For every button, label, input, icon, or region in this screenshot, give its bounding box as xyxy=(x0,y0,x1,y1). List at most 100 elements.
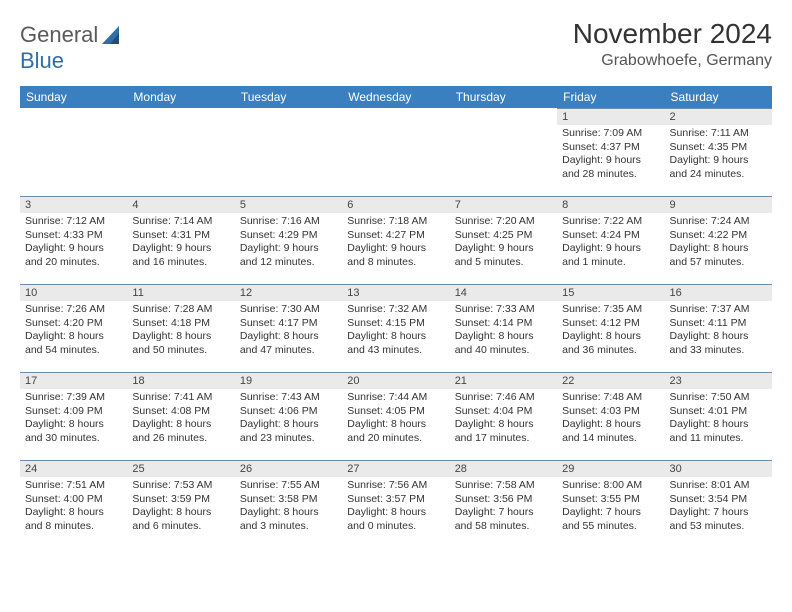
day-number: 13 xyxy=(342,284,449,301)
weekday-header: Wednesday xyxy=(342,86,449,108)
page-title: November 2024 xyxy=(573,18,772,50)
day-number: 18 xyxy=(127,372,234,389)
day-cell: 2Sunrise: 7:11 AMSunset: 4:35 PMDaylight… xyxy=(665,108,772,196)
day-number: 21 xyxy=(450,372,557,389)
day-body: Sunrise: 7:51 AMSunset: 4:00 PMDaylight:… xyxy=(20,477,127,538)
day-body: Sunrise: 7:09 AMSunset: 4:37 PMDaylight:… xyxy=(557,125,664,186)
day-body: Sunrise: 7:22 AMSunset: 4:24 PMDaylight:… xyxy=(557,213,664,274)
day-cell: 28Sunrise: 7:58 AMSunset: 3:56 PMDayligh… xyxy=(450,460,557,548)
day-number: 16 xyxy=(665,284,772,301)
calendar-row: 10Sunrise: 7:26 AMSunset: 4:20 PMDayligh… xyxy=(20,284,772,372)
day-cell: 18Sunrise: 7:41 AMSunset: 4:08 PMDayligh… xyxy=(127,372,234,460)
day-number: 15 xyxy=(557,284,664,301)
day-cell: 19Sunrise: 7:43 AMSunset: 4:06 PMDayligh… xyxy=(235,372,342,460)
empty-cell xyxy=(127,108,234,196)
day-body: Sunrise: 8:00 AMSunset: 3:55 PMDaylight:… xyxy=(557,477,664,538)
day-number: 1 xyxy=(557,108,664,125)
day-number: 12 xyxy=(235,284,342,301)
day-cell: 14Sunrise: 7:33 AMSunset: 4:14 PMDayligh… xyxy=(450,284,557,372)
day-cell: 16Sunrise: 7:37 AMSunset: 4:11 PMDayligh… xyxy=(665,284,772,372)
day-body: Sunrise: 7:46 AMSunset: 4:04 PMDaylight:… xyxy=(450,389,557,450)
day-cell: 26Sunrise: 7:55 AMSunset: 3:58 PMDayligh… xyxy=(235,460,342,548)
day-number: 2 xyxy=(665,108,772,125)
day-number: 8 xyxy=(557,196,664,213)
day-number: 27 xyxy=(342,460,449,477)
weekday-header: Friday xyxy=(557,86,664,108)
day-body: Sunrise: 7:32 AMSunset: 4:15 PMDaylight:… xyxy=(342,301,449,362)
logo-text-1: General xyxy=(20,22,98,47)
day-body: Sunrise: 7:53 AMSunset: 3:59 PMDaylight:… xyxy=(127,477,234,538)
day-cell: 29Sunrise: 8:00 AMSunset: 3:55 PMDayligh… xyxy=(557,460,664,548)
day-cell: 10Sunrise: 7:26 AMSunset: 4:20 PMDayligh… xyxy=(20,284,127,372)
day-cell: 9Sunrise: 7:24 AMSunset: 4:22 PMDaylight… xyxy=(665,196,772,284)
day-number: 30 xyxy=(665,460,772,477)
day-cell: 22Sunrise: 7:48 AMSunset: 4:03 PMDayligh… xyxy=(557,372,664,460)
day-body: Sunrise: 7:56 AMSunset: 3:57 PMDaylight:… xyxy=(342,477,449,538)
day-cell: 30Sunrise: 8:01 AMSunset: 3:54 PMDayligh… xyxy=(665,460,772,548)
day-body: Sunrise: 7:55 AMSunset: 3:58 PMDaylight:… xyxy=(235,477,342,538)
day-cell: 7Sunrise: 7:20 AMSunset: 4:25 PMDaylight… xyxy=(450,196,557,284)
day-number: 4 xyxy=(127,196,234,213)
day-cell: 11Sunrise: 7:28 AMSunset: 4:18 PMDayligh… xyxy=(127,284,234,372)
day-cell: 17Sunrise: 7:39 AMSunset: 4:09 PMDayligh… xyxy=(20,372,127,460)
day-number: 28 xyxy=(450,460,557,477)
weekday-header: Sunday xyxy=(20,86,127,108)
day-body: Sunrise: 7:20 AMSunset: 4:25 PMDaylight:… xyxy=(450,213,557,274)
day-number: 7 xyxy=(450,196,557,213)
day-number: 3 xyxy=(20,196,127,213)
day-number: 20 xyxy=(342,372,449,389)
title-block: November 2024 Grabowhoefe, Germany xyxy=(573,18,772,70)
calendar-head: SundayMondayTuesdayWednesdayThursdayFrid… xyxy=(20,86,772,108)
day-number: 22 xyxy=(557,372,664,389)
day-body: Sunrise: 7:37 AMSunset: 4:11 PMDaylight:… xyxy=(665,301,772,362)
calendar-row: 1Sunrise: 7:09 AMSunset: 4:37 PMDaylight… xyxy=(20,108,772,196)
day-cell: 24Sunrise: 7:51 AMSunset: 4:00 PMDayligh… xyxy=(20,460,127,548)
calendar-row: 17Sunrise: 7:39 AMSunset: 4:09 PMDayligh… xyxy=(20,372,772,460)
day-cell: 8Sunrise: 7:22 AMSunset: 4:24 PMDaylight… xyxy=(557,196,664,284)
logo-text: General Blue xyxy=(20,22,98,74)
day-body: Sunrise: 7:28 AMSunset: 4:18 PMDaylight:… xyxy=(127,301,234,362)
weekday-header: Thursday xyxy=(450,86,557,108)
day-number: 11 xyxy=(127,284,234,301)
day-body: Sunrise: 7:58 AMSunset: 3:56 PMDaylight:… xyxy=(450,477,557,538)
day-cell: 15Sunrise: 7:35 AMSunset: 4:12 PMDayligh… xyxy=(557,284,664,372)
day-body: Sunrise: 7:33 AMSunset: 4:14 PMDaylight:… xyxy=(450,301,557,362)
empty-cell xyxy=(235,108,342,196)
day-number: 19 xyxy=(235,372,342,389)
day-cell: 27Sunrise: 7:56 AMSunset: 3:57 PMDayligh… xyxy=(342,460,449,548)
day-cell: 23Sunrise: 7:50 AMSunset: 4:01 PMDayligh… xyxy=(665,372,772,460)
header: General Blue November 2024 Grabowhoefe, … xyxy=(20,18,772,74)
empty-cell xyxy=(20,108,127,196)
day-cell: 1Sunrise: 7:09 AMSunset: 4:37 PMDaylight… xyxy=(557,108,664,196)
weekday-row: SundayMondayTuesdayWednesdayThursdayFrid… xyxy=(20,86,772,108)
day-body: Sunrise: 7:12 AMSunset: 4:33 PMDaylight:… xyxy=(20,213,127,274)
weekday-header: Monday xyxy=(127,86,234,108)
logo: General Blue xyxy=(20,22,125,74)
day-cell: 25Sunrise: 7:53 AMSunset: 3:59 PMDayligh… xyxy=(127,460,234,548)
logo-sail-icon xyxy=(101,24,125,46)
day-number: 9 xyxy=(665,196,772,213)
day-number: 6 xyxy=(342,196,449,213)
day-body: Sunrise: 7:43 AMSunset: 4:06 PMDaylight:… xyxy=(235,389,342,450)
location-label: Grabowhoefe, Germany xyxy=(573,52,772,70)
day-number: 5 xyxy=(235,196,342,213)
weekday-header: Saturday xyxy=(665,86,772,108)
day-cell: 12Sunrise: 7:30 AMSunset: 4:17 PMDayligh… xyxy=(235,284,342,372)
day-number: 14 xyxy=(450,284,557,301)
calendar: SundayMondayTuesdayWednesdayThursdayFrid… xyxy=(20,86,772,548)
day-body: Sunrise: 7:35 AMSunset: 4:12 PMDaylight:… xyxy=(557,301,664,362)
day-number: 17 xyxy=(20,372,127,389)
calendar-row: 24Sunrise: 7:51 AMSunset: 4:00 PMDayligh… xyxy=(20,460,772,548)
day-body: Sunrise: 7:44 AMSunset: 4:05 PMDaylight:… xyxy=(342,389,449,450)
calendar-body: 1Sunrise: 7:09 AMSunset: 4:37 PMDaylight… xyxy=(20,108,772,548)
empty-cell xyxy=(342,108,449,196)
day-body: Sunrise: 7:24 AMSunset: 4:22 PMDaylight:… xyxy=(665,213,772,274)
calendar-row: 3Sunrise: 7:12 AMSunset: 4:33 PMDaylight… xyxy=(20,196,772,284)
day-number: 29 xyxy=(557,460,664,477)
day-cell: 3Sunrise: 7:12 AMSunset: 4:33 PMDaylight… xyxy=(20,196,127,284)
day-body: Sunrise: 7:50 AMSunset: 4:01 PMDaylight:… xyxy=(665,389,772,450)
day-body: Sunrise: 7:41 AMSunset: 4:08 PMDaylight:… xyxy=(127,389,234,450)
day-number: 26 xyxy=(235,460,342,477)
day-body: Sunrise: 7:16 AMSunset: 4:29 PMDaylight:… xyxy=(235,213,342,274)
day-cell: 13Sunrise: 7:32 AMSunset: 4:15 PMDayligh… xyxy=(342,284,449,372)
